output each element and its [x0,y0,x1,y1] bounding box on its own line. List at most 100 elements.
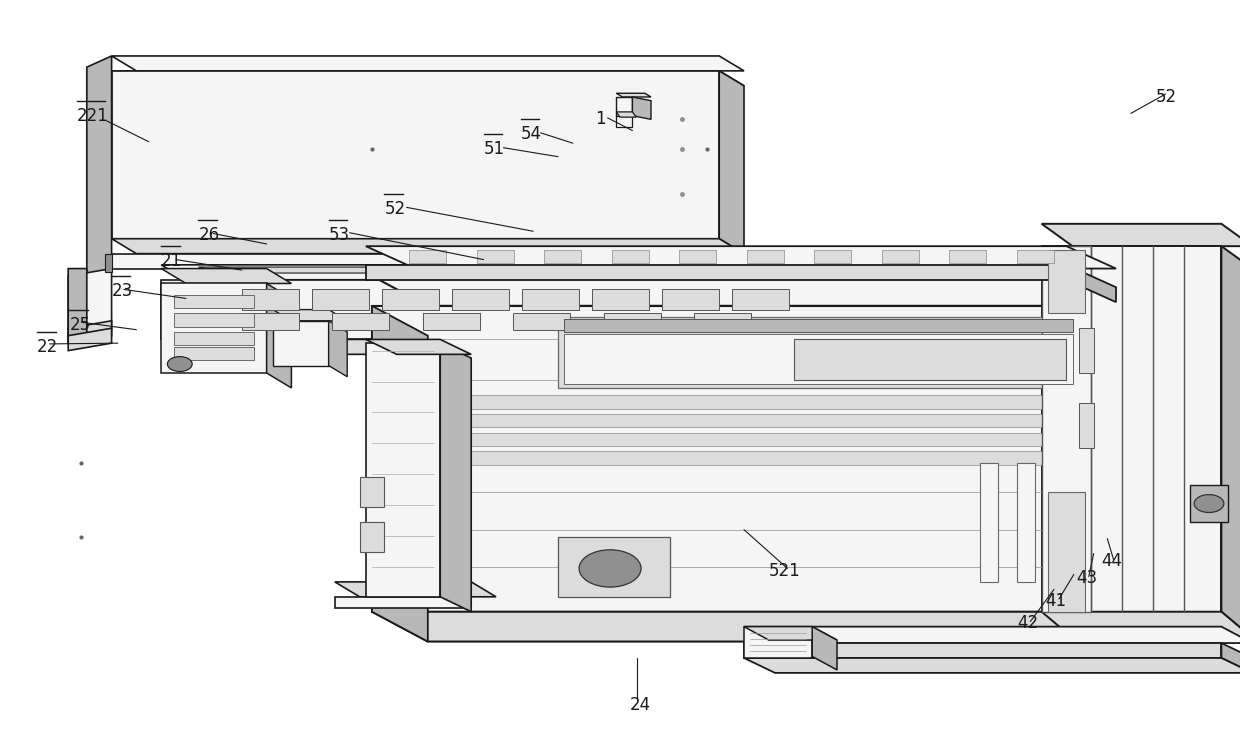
Text: 52: 52 [1156,88,1177,106]
Polygon shape [242,289,299,310]
Circle shape [579,550,641,587]
Polygon shape [161,283,267,373]
Polygon shape [522,289,579,310]
Polygon shape [68,269,87,343]
Text: 26: 26 [198,226,219,244]
Polygon shape [391,433,1079,446]
Polygon shape [1221,246,1240,638]
Polygon shape [1079,403,1094,448]
Polygon shape [451,289,508,310]
Polygon shape [335,582,496,597]
Polygon shape [694,313,751,330]
Polygon shape [68,321,112,343]
Polygon shape [719,71,744,254]
Text: 54: 54 [521,125,542,143]
Polygon shape [332,313,389,330]
Polygon shape [273,321,329,366]
Polygon shape [242,313,299,330]
Polygon shape [174,347,254,360]
Polygon shape [174,332,254,345]
Polygon shape [564,334,1073,384]
Polygon shape [680,250,717,263]
Polygon shape [632,97,651,119]
Text: 23: 23 [112,282,133,300]
Polygon shape [558,317,1079,388]
Polygon shape [87,56,112,276]
Polygon shape [616,112,636,117]
Polygon shape [1190,485,1228,522]
Polygon shape [476,250,513,263]
Polygon shape [112,239,744,254]
Polygon shape [112,71,719,239]
Polygon shape [382,289,439,310]
Polygon shape [980,463,998,582]
Text: 1: 1 [595,110,606,128]
Polygon shape [440,343,471,612]
Polygon shape [744,627,812,658]
Polygon shape [604,313,661,330]
Polygon shape [366,343,440,597]
Text: 21: 21 [161,252,182,270]
Text: 221: 221 [77,107,109,125]
Polygon shape [611,250,649,263]
Polygon shape [161,269,291,283]
Polygon shape [329,321,347,377]
Polygon shape [732,289,789,310]
Polygon shape [744,643,1221,658]
Polygon shape [1079,328,1094,373]
Text: 22: 22 [37,338,58,356]
Text: 53: 53 [329,226,350,244]
Polygon shape [68,269,112,336]
Polygon shape [616,116,632,127]
Polygon shape [366,246,1116,269]
Polygon shape [616,97,632,116]
Polygon shape [335,597,471,608]
Polygon shape [391,395,1079,409]
Polygon shape [366,339,471,354]
Polygon shape [544,250,582,263]
Text: 42: 42 [1017,614,1038,632]
Polygon shape [744,658,1240,673]
Polygon shape [423,313,480,330]
Polygon shape [105,254,112,272]
Polygon shape [360,477,384,507]
Polygon shape [616,93,651,97]
Text: 51: 51 [484,140,505,158]
Polygon shape [360,522,384,552]
Text: 521: 521 [769,562,801,580]
Polygon shape [68,328,112,351]
Polygon shape [812,280,837,354]
Polygon shape [372,276,1141,306]
Polygon shape [1017,463,1035,582]
Circle shape [1194,495,1224,513]
Polygon shape [1042,224,1240,246]
Polygon shape [311,289,368,310]
Text: 41: 41 [1045,592,1066,609]
Polygon shape [174,313,254,327]
Polygon shape [744,627,1240,643]
Polygon shape [161,265,837,280]
Polygon shape [950,250,987,263]
Polygon shape [1042,246,1091,612]
Polygon shape [1085,306,1141,642]
Polygon shape [1066,265,1116,302]
Polygon shape [719,254,744,283]
Polygon shape [513,313,570,330]
Text: 52: 52 [384,200,405,218]
Polygon shape [273,310,347,321]
Text: 44: 44 [1101,552,1122,570]
Polygon shape [372,306,428,642]
Polygon shape [366,265,1066,280]
Polygon shape [161,280,812,339]
Polygon shape [746,250,784,263]
Polygon shape [558,537,670,597]
Polygon shape [1017,250,1054,263]
Polygon shape [372,612,1141,642]
Polygon shape [112,56,744,71]
Text: 25: 25 [69,316,91,333]
Polygon shape [112,254,719,269]
Polygon shape [372,306,1085,612]
Polygon shape [744,627,837,640]
Polygon shape [662,289,719,310]
Circle shape [167,357,192,372]
